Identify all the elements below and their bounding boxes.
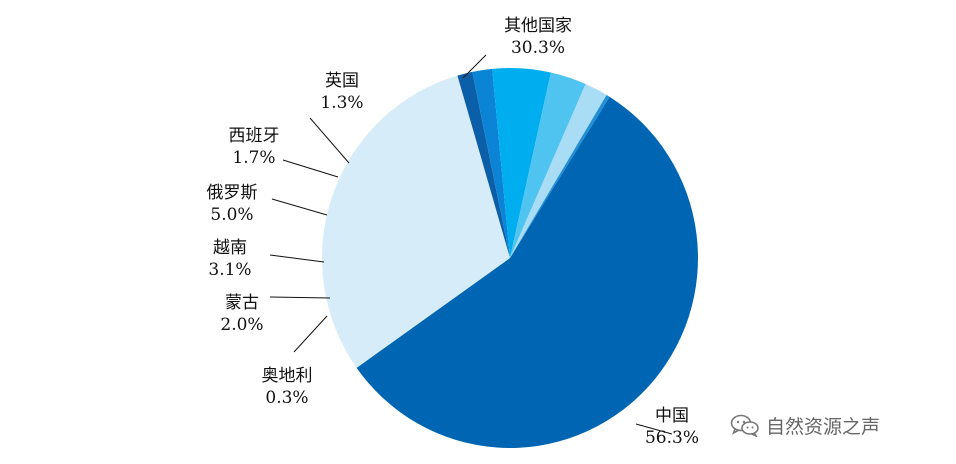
- watermark-text: 自然资源之声: [766, 415, 881, 438]
- pie-slice-5: [510, 72, 586, 258]
- leader-line-6: [269, 296, 331, 299]
- slice-label-5: 越南: [213, 238, 247, 258]
- leader-line-2: [309, 117, 350, 164]
- pie-slice-0: [356, 96, 698, 448]
- slice-value-label-2: 1.3%: [320, 93, 363, 113]
- leader-line-5: [269, 254, 325, 263]
- slice-value-label-1: 30.3%: [511, 38, 565, 58]
- pie-slice-2: [457, 71, 510, 258]
- slice-label-3: 西班牙: [229, 126, 280, 146]
- pie-slice-1: [321, 75, 510, 368]
- pie-slices: [321, 68, 698, 448]
- slice-value-label-0: 56.3%: [645, 428, 699, 448]
- slice-label-4: 俄罗斯: [207, 183, 258, 203]
- leader-line-1: [462, 54, 487, 79]
- pie-slice-6: [510, 84, 607, 258]
- wechat-icon: [730, 414, 759, 437]
- slice-value-label-3: 1.7%: [232, 148, 275, 168]
- pie-slice-3: [472, 68, 510, 258]
- slice-value-label-5: 3.1%: [208, 260, 251, 280]
- slice-label-7: 奥地利: [262, 366, 313, 386]
- slice-label-0: 中国: [655, 406, 689, 426]
- leader-line-7: [293, 315, 328, 353]
- slice-value-label-6: 2.0%: [220, 315, 263, 335]
- slice-label-6: 蒙古: [225, 293, 259, 313]
- slice-value-label-4: 5.0%: [210, 205, 253, 225]
- leader-lines: [269, 54, 673, 435]
- watermark: 自然资源之声: [730, 410, 880, 440]
- slice-label-2: 英国: [325, 71, 359, 91]
- pie-slice-4: [492, 68, 551, 258]
- leader-line-0: [635, 423, 673, 435]
- leader-line-3: [282, 159, 339, 178]
- slice-label-1: 其他国家: [504, 16, 572, 36]
- leader-line-4: [271, 198, 328, 216]
- pie-slice-7: [510, 95, 610, 258]
- slice-value-label-7: 0.3%: [265, 388, 308, 408]
